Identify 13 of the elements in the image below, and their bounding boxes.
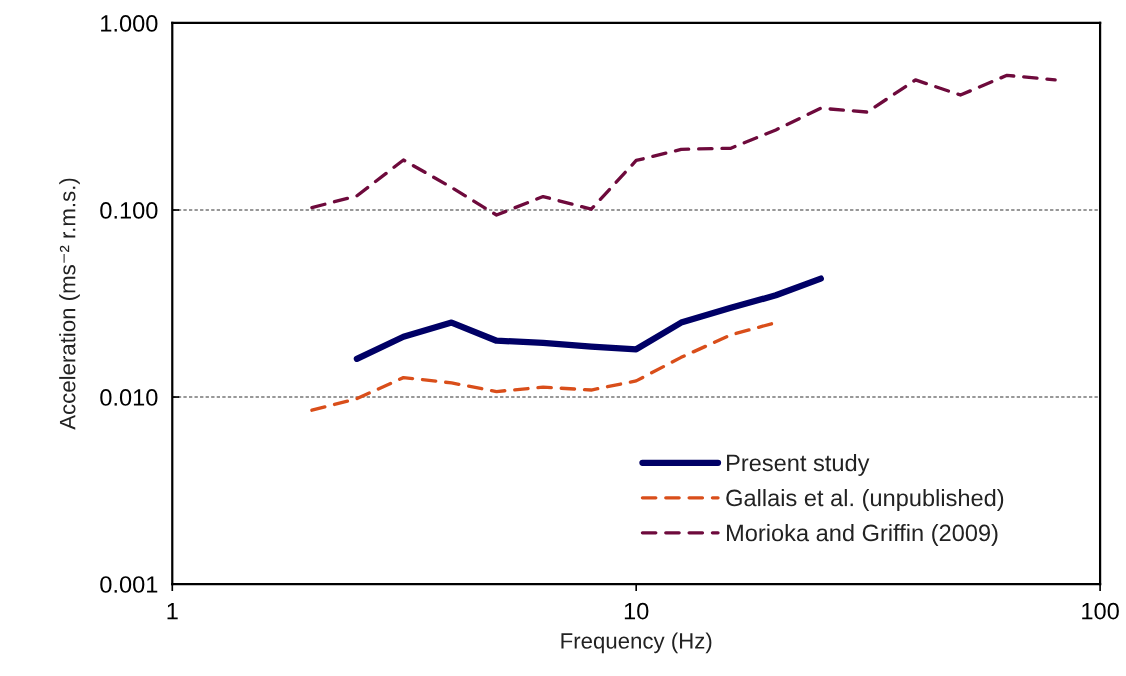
y-tick-label: 0.001	[100, 576, 158, 593]
x-tick-label: 100	[1082, 602, 1119, 620]
x-tick-label: 1	[167, 602, 178, 620]
x-axis-title: Frequency (Hz)	[561, 632, 712, 654]
legend-label: Morioka and Griffin (2009)	[727, 523, 998, 546]
line-series	[310, 73, 1057, 217]
x-tick-label: 10	[624, 602, 649, 620]
y-tick-label: 1.000	[101, 15, 158, 32]
y-axis-title: Acceleration (ms⁻² r.m.s.)	[59, 178, 80, 430]
legend-label: Gallais et al. (unpublished)	[726, 488, 1004, 511]
legend-label: Present study	[727, 453, 870, 476]
y-tick-label: 0.010	[100, 389, 158, 406]
y-tick-label: 0.100	[100, 202, 158, 219]
